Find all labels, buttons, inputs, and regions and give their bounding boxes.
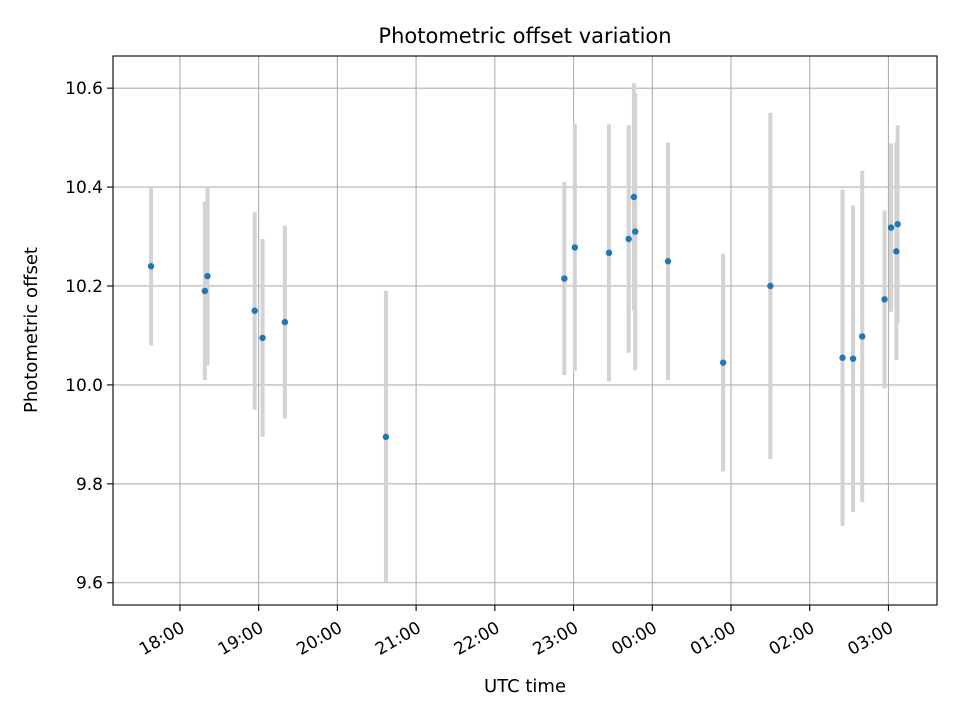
data-point — [859, 333, 866, 340]
chart-title: Photometric offset variation — [378, 24, 671, 48]
y-axis: 9.6 9.8 10.0 10.2 10.4 10.6 — [65, 79, 113, 594]
data-point — [201, 287, 209, 295]
y-tick-label: 10.4 — [65, 178, 103, 198]
data-point — [632, 228, 639, 235]
data-point — [887, 224, 895, 231]
data-point — [251, 307, 258, 314]
y-tick-label: 10.0 — [65, 376, 103, 396]
data-point — [894, 220, 901, 228]
data-point — [719, 359, 727, 366]
plot-frame — [112, 55, 938, 606]
y-tick-label: 9.8 — [76, 475, 103, 495]
data-point — [147, 263, 155, 270]
x-axis-label: UTC time — [484, 676, 566, 697]
data-point — [881, 296, 888, 303]
data-point — [605, 249, 613, 257]
data-point — [664, 258, 672, 265]
data-point — [382, 433, 390, 441]
data-point — [849, 355, 857, 362]
data-point — [204, 272, 211, 280]
data-point — [571, 244, 579, 251]
y-tick-label: 10.2 — [65, 277, 103, 297]
data-point — [561, 275, 568, 282]
data-point — [767, 282, 774, 290]
y-axis-label: Photometric offset — [21, 247, 42, 413]
y-tick-label: 9.6 — [76, 574, 103, 594]
data-point — [281, 318, 289, 326]
data-point — [259, 334, 266, 342]
data-points — [147, 193, 901, 441]
data-point — [893, 248, 900, 255]
data-point — [630, 193, 638, 201]
data-point — [625, 235, 632, 243]
data-point — [839, 354, 846, 361]
y-tick-label: 10.6 — [65, 79, 103, 99]
